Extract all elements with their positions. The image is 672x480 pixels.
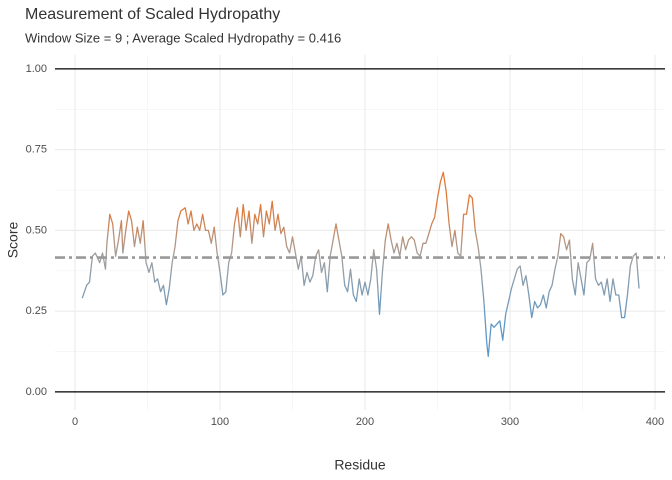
x-tick-label: 100 xyxy=(211,416,229,428)
hydropathy-line xyxy=(81,171,640,358)
y-tick-label: 0.75 xyxy=(26,144,47,156)
y-axis-title: Score xyxy=(5,222,21,259)
x-axis-title: Residue xyxy=(334,457,386,473)
y-tick-label: 0.50 xyxy=(26,224,47,236)
x-tick-label: 300 xyxy=(501,416,519,428)
y-tick-label: 0.25 xyxy=(26,305,47,317)
y-tick-label: 1.00 xyxy=(26,63,47,75)
x-tick-label: 400 xyxy=(646,416,664,428)
chart-title: Measurement of Scaled Hydropathy xyxy=(25,6,280,23)
y-tick-label: 0.00 xyxy=(26,386,47,398)
x-tick-label: 200 xyxy=(356,416,374,428)
chart-subtitle: Window Size = 9 ; Average Scaled Hydropa… xyxy=(25,30,341,45)
x-tick-label: 0 xyxy=(72,416,78,428)
